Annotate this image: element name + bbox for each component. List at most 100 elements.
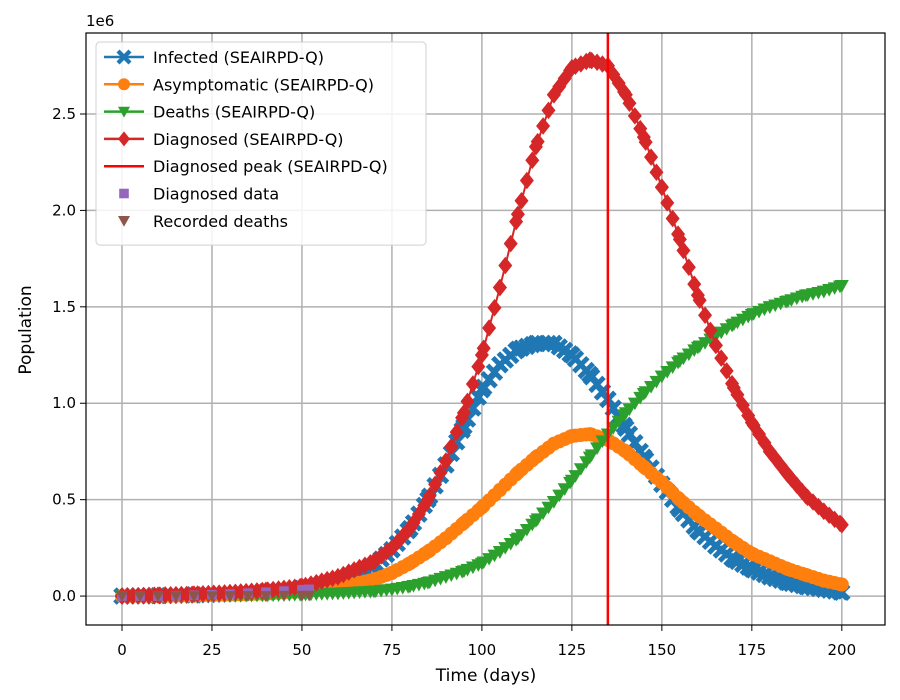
data-point [798, 567, 813, 582]
x-tick-label: 100 [468, 641, 497, 659]
series-marker [611, 415, 626, 429]
data-point [654, 178, 669, 197]
data-point [438, 452, 453, 470]
series-marker [525, 151, 540, 170]
series-marker [681, 258, 696, 277]
legend-entry: Infected (SEAIRPD-Q) [104, 48, 324, 67]
series-marker [536, 117, 551, 135]
data-point [618, 85, 633, 104]
data-point [366, 572, 381, 587]
data-point [798, 487, 813, 505]
data-point [744, 546, 759, 561]
data-point [707, 537, 725, 555]
data-point [725, 550, 743, 569]
legend-marker [118, 131, 130, 147]
data-point [780, 295, 795, 309]
data-point [672, 492, 687, 507]
data-point [510, 532, 525, 546]
data-point [384, 565, 399, 580]
series-marker [503, 234, 518, 253]
series-marker [552, 489, 567, 503]
data-point [582, 451, 597, 465]
series-marker [482, 319, 497, 337]
series-marker [627, 107, 642, 125]
series-marker [606, 422, 621, 435]
data-point [726, 535, 741, 550]
series-marker [433, 463, 448, 482]
data-point [762, 554, 777, 569]
data-point [816, 285, 831, 299]
series-marker [703, 321, 718, 340]
series-marker [487, 299, 502, 317]
data-point [654, 475, 669, 490]
x-tick-label: 75 [382, 641, 401, 659]
data-point [133, 591, 146, 603]
data-point [402, 556, 417, 571]
data-point [798, 289, 813, 303]
axes-frame [85, 32, 886, 626]
data-point [187, 591, 200, 603]
data-point [744, 413, 759, 432]
data-point [618, 444, 633, 459]
series-marker [514, 192, 529, 210]
data-point [816, 502, 831, 520]
series-marker [644, 148, 659, 166]
data-point [151, 591, 164, 603]
series-marker [573, 463, 588, 476]
data-point [780, 465, 795, 484]
x-axis-label: Time (days) [435, 666, 536, 686]
y-tick-label: 2.0 [52, 201, 76, 219]
y-axis: 0.0 0.5 1.0 1.5 2.0 2.5 [52, 105, 86, 605]
data-point [402, 519, 417, 538]
legend: Infected (SEAIRPD-Q) Asymptomatic (SEAIRP… [95, 41, 427, 246]
data-point [420, 490, 435, 509]
legend-marker [118, 216, 130, 227]
legend-label: Asymptomatic (SEAIRPD-Q) [153, 75, 374, 94]
x-tick-label: 175 [738, 641, 767, 659]
data-point [834, 280, 849, 293]
data-point [654, 370, 669, 384]
data-point [438, 531, 453, 546]
legend-entry: Deaths (SEAIRPD-Q) [104, 103, 315, 122]
series-marker [660, 194, 675, 212]
data-point [297, 584, 307, 595]
data-point [528, 138, 543, 156]
data-point [636, 459, 651, 474]
data-point [366, 552, 381, 571]
y-tick-label: 2.5 [52, 105, 76, 123]
data-point [761, 568, 779, 586]
plot-frame [85, 32, 886, 626]
series-3 [114, 51, 849, 605]
data-point [545, 334, 563, 353]
data-point [834, 577, 849, 592]
series-marker [665, 209, 680, 228]
legend-marker [119, 188, 129, 199]
data-point [303, 590, 316, 602]
series-marker [714, 349, 729, 367]
data-point [330, 568, 345, 586]
data-point [330, 587, 345, 601]
legend-entry: Recorded deaths [118, 212, 288, 231]
data-point [546, 436, 561, 451]
data-point [582, 51, 597, 69]
data-point [510, 465, 525, 480]
data-point [564, 429, 579, 444]
data-point [690, 508, 705, 523]
legend-marker [118, 78, 130, 91]
data-point [618, 407, 633, 420]
series-marker [411, 505, 426, 523]
data-point [205, 591, 218, 603]
data-point [528, 450, 543, 465]
legend-label: Diagnosed (SEAIRPD-Q) [153, 130, 344, 149]
data-point [115, 591, 128, 603]
data-point [420, 576, 435, 590]
data-point [259, 591, 272, 602]
data-point [492, 546, 507, 559]
data-point [491, 355, 509, 374]
data-point [384, 583, 399, 597]
y-tick-label: 1.0 [52, 394, 76, 412]
data-series-1 [115, 590, 316, 603]
data-point [708, 521, 723, 536]
legend-entry: Diagnosed peak (SEAIRPD-Q) [104, 157, 388, 176]
data-point [563, 346, 581, 364]
